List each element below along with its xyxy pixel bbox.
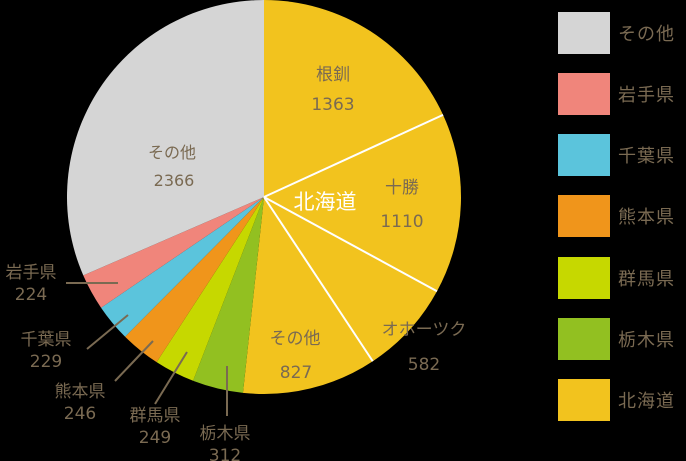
- slice-value-okhotsk: 582: [408, 355, 440, 375]
- pie-slice: [101, 197, 264, 337]
- slice-label-hokkaido-other: その他: [270, 329, 321, 349]
- legend-label: 栃木県: [618, 330, 675, 351]
- pie-slice: [67, 0, 265, 276]
- legend-swatch: [558, 379, 610, 421]
- slice-label-kumamoto: 熊本県: [55, 382, 106, 402]
- legend-swatch: [558, 73, 610, 115]
- legend-label: 北海道: [618, 391, 675, 412]
- hokkaido-separators: [263, 113, 444, 362]
- slice-value-gunma: 249: [139, 428, 171, 448]
- slice-value-konsen: 1363: [311, 95, 354, 115]
- legend-label: 岩手県: [618, 85, 675, 106]
- slice-label-iwate: 岩手県: [6, 263, 57, 283]
- legend-swatch: [558, 134, 610, 176]
- pie-slice: [264, 114, 461, 292]
- leader-line-chiba: [86, 314, 129, 350]
- legend-item-gunma: 群馬県: [558, 257, 686, 299]
- legend-item-other: その他: [558, 12, 686, 54]
- slice-value-kumamoto: 246: [64, 404, 96, 424]
- slice-separator: [263, 196, 374, 362]
- legend-label: その他: [618, 24, 675, 45]
- legend-label: 千葉県: [618, 146, 675, 167]
- pie-slice: [264, 0, 444, 197]
- legend-swatch: [558, 195, 610, 237]
- slice-label-okhotsk: オホーツク: [382, 320, 467, 340]
- pie-slice: [264, 197, 437, 362]
- slice-value-tochigi: 312: [209, 446, 241, 461]
- legend-swatch: [558, 257, 610, 299]
- legend-label: 群馬県: [618, 269, 675, 290]
- slice-label-gunma: 群馬県: [130, 406, 181, 426]
- slice-label-other: その他: [148, 143, 196, 162]
- slice-value-hokkaido-other: 827: [280, 363, 312, 383]
- slice-value-iwate: 224: [15, 285, 47, 305]
- slice-label-tokachi: 十勝: [385, 178, 419, 198]
- leader-line-kumamoto: [114, 340, 154, 382]
- slice-label-chiba: 千葉県: [21, 330, 72, 350]
- legend-item-kumamoto: 熊本県: [558, 195, 686, 237]
- slice-value-other: 2366: [154, 171, 195, 190]
- slice-value-chiba: 229: [30, 352, 62, 372]
- slice-separator: [263, 196, 438, 293]
- slice-label-konsen: 根釧: [316, 65, 350, 85]
- legend-item-hokkaido: 北海道: [558, 379, 686, 421]
- group-label-hokkaido: 北海道: [294, 190, 357, 214]
- leader-lines: [66, 282, 228, 416]
- slice-separator: [263, 113, 444, 198]
- slice-label-tochigi: 栃木県: [200, 424, 251, 444]
- pie-slice: [156, 197, 264, 381]
- leader-line-gunma: [154, 351, 188, 405]
- legend-item-iwate: 岩手県: [558, 73, 686, 115]
- legend-item-chiba: 千葉県: [558, 134, 686, 176]
- pie-slice: [83, 197, 264, 308]
- pie-slice: [242, 197, 373, 394]
- legend-swatch: [558, 318, 610, 360]
- pie-slice: [125, 197, 264, 363]
- legend-item-tochigi: 栃木県: [558, 318, 686, 360]
- pie-slices: [67, 0, 461, 394]
- legend-label: 熊本県: [618, 207, 675, 228]
- pie-slice: [193, 197, 264, 393]
- slice-value-tokachi: 1110: [380, 212, 423, 232]
- legend-swatch: [558, 12, 610, 54]
